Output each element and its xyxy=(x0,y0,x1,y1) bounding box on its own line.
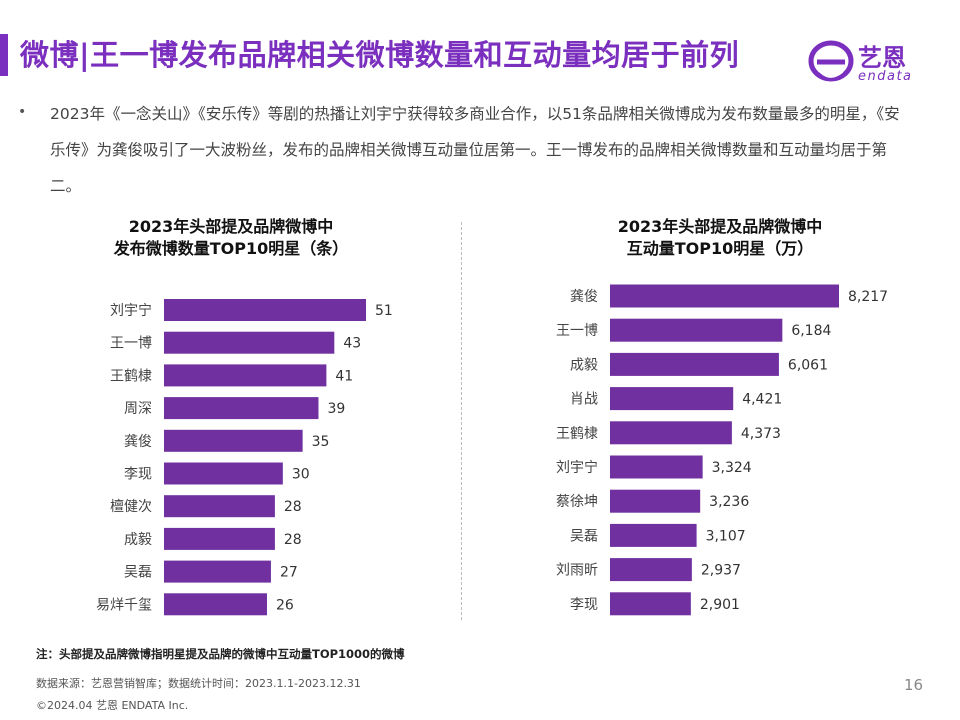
chart1-value-label: 28 xyxy=(284,499,302,515)
chart1-bar xyxy=(164,429,303,452)
chart1-category-label: 王一博 xyxy=(110,335,152,352)
chart1-value-label: 27 xyxy=(280,565,298,581)
chart-divider xyxy=(461,222,462,620)
chart2-value-label: 6,061 xyxy=(788,357,828,373)
chart1-title-line1: 2023年头部提及品牌微博中 xyxy=(128,217,334,236)
chart1-category-label: 易烊千玺 xyxy=(96,597,152,613)
chart2-bar xyxy=(610,558,692,582)
chart2-bar xyxy=(610,318,783,342)
chart1-bar xyxy=(164,527,275,550)
chart2-bar xyxy=(610,387,734,411)
chart2-title-line1: 2023年头部提及品牌微博中 xyxy=(617,217,823,236)
chart2-title-line2: 互动量TOP10明星（万） xyxy=(626,239,814,258)
chart1-value-label: 43 xyxy=(343,336,361,352)
chart1-value-label: 39 xyxy=(327,401,345,417)
summary-text: 2023年《一念关山》《安乐传》等剧的热播让刘宇宁获得较多商业合作，以51条品牌… xyxy=(50,105,900,195)
chart2-value-label: 4,373 xyxy=(741,426,781,442)
chart1-value-label: 26 xyxy=(276,597,294,613)
chart1-bar xyxy=(164,364,327,387)
page-number: 16 xyxy=(904,676,924,694)
chart1-value-label: 41 xyxy=(335,368,353,384)
chart2-bar xyxy=(610,489,701,513)
chart2-category-label: 吴磊 xyxy=(570,528,598,544)
title-accent-bar xyxy=(0,34,8,76)
chart2-value-label: 3,236 xyxy=(709,494,749,510)
chart1-category-label: 成毅 xyxy=(124,531,152,548)
chart1-bar xyxy=(164,462,283,485)
chart2-category-label: 王一博 xyxy=(556,322,598,339)
chart1-value-label: 51 xyxy=(375,303,393,319)
chart2-value-label: 3,324 xyxy=(712,460,752,476)
chart2-bar xyxy=(610,455,703,479)
chart2-value-label: 6,184 xyxy=(791,323,831,339)
copyright: ©2024.04 艺恩 ENDATA Inc. xyxy=(36,699,189,712)
chart2-value-label: 4,421 xyxy=(742,392,782,408)
chart2-bar xyxy=(610,352,779,376)
chart1-category-label: 李现 xyxy=(124,467,152,483)
chart1-category-label: 檀健次 xyxy=(110,498,152,515)
chart1-bar xyxy=(164,593,267,616)
chart2-category-label: 李现 xyxy=(570,597,598,613)
chart2-value-label: 2,901 xyxy=(700,597,740,613)
logo-english-text: endata xyxy=(858,69,913,84)
chart2-category-label: 龚俊 xyxy=(570,289,598,305)
chart1-category-label: 王鹤棣 xyxy=(110,368,152,384)
chart2-value-label: 8,217 xyxy=(848,289,888,305)
chart2-category-label: 王鹤棣 xyxy=(556,426,598,442)
chart2-category-label: 刘宇宁 xyxy=(556,459,598,476)
chart2-value-label: 3,107 xyxy=(706,528,746,544)
page-title: 微博|王一博发布品牌相关微博数量和互动量均居于前列 xyxy=(20,38,740,72)
chart2-bar xyxy=(610,421,732,445)
endata-logo-icon xyxy=(808,40,854,82)
chart1-value-label: 35 xyxy=(312,434,330,450)
chart1-value-label: 30 xyxy=(292,467,310,483)
chart1-value-label: 28 xyxy=(284,532,302,548)
bullet-dot-icon: • xyxy=(18,104,27,120)
chart1-bar xyxy=(164,560,271,583)
data-source: 数据来源：艺恩营销智库；数据统计时间：2023.1.1-2023.12.31 xyxy=(36,677,361,690)
footnote: 注：头部提及品牌微博指明星提及品牌的微博中互动量TOP1000的微博 xyxy=(36,647,405,661)
chart2-bar xyxy=(610,284,839,308)
chart1-category-label: 刘宇宁 xyxy=(110,302,152,319)
chart1-bar xyxy=(164,331,335,354)
chart1-title-line2: 发布微博数量TOP10明星（条） xyxy=(113,239,349,258)
chart2-category-label: 刘雨昕 xyxy=(556,563,598,579)
chart1-bar xyxy=(164,495,275,518)
endata-logo: 艺恩 endata xyxy=(808,38,928,88)
chart1-category-label: 吴磊 xyxy=(124,565,152,581)
chart1-bar xyxy=(164,299,366,321)
chart2-category-label: 蔡徐坤 xyxy=(556,494,598,510)
chart1-category-label: 周深 xyxy=(124,401,152,417)
chart1-bar xyxy=(164,397,319,420)
chart1-posts-count-bar-chart: 刘宇宁 51 王一博 43 王鹤棣 41 周深 39 龚俊 35 李现 30 檀健次 28 成毅 28 吴磊 27… xyxy=(96,299,393,616)
chart2-bar xyxy=(610,523,697,547)
chart2-interaction-bar-chart: 龚俊 8,217 王一博 6,184 成毅 6,061 肖战 4,421 王鹤棣 4,373 刘宇宁… xyxy=(556,284,888,616)
logo-chinese-text: 艺恩 xyxy=(858,44,906,72)
chart2-category-label: 成毅 xyxy=(570,356,598,373)
chart1-category-label: 龚俊 xyxy=(124,434,152,450)
chart1-title: 2023年头部提及品牌微博中 发布微博数量TOP10明星（条） xyxy=(81,216,381,260)
chart2-category-label: 肖战 xyxy=(570,392,598,408)
chart2-bar xyxy=(610,592,691,616)
chart2-value-label: 2,937 xyxy=(701,563,741,579)
chart2-title: 2023年头部提及品牌微博中 互动量TOP10明星（万） xyxy=(570,216,870,260)
